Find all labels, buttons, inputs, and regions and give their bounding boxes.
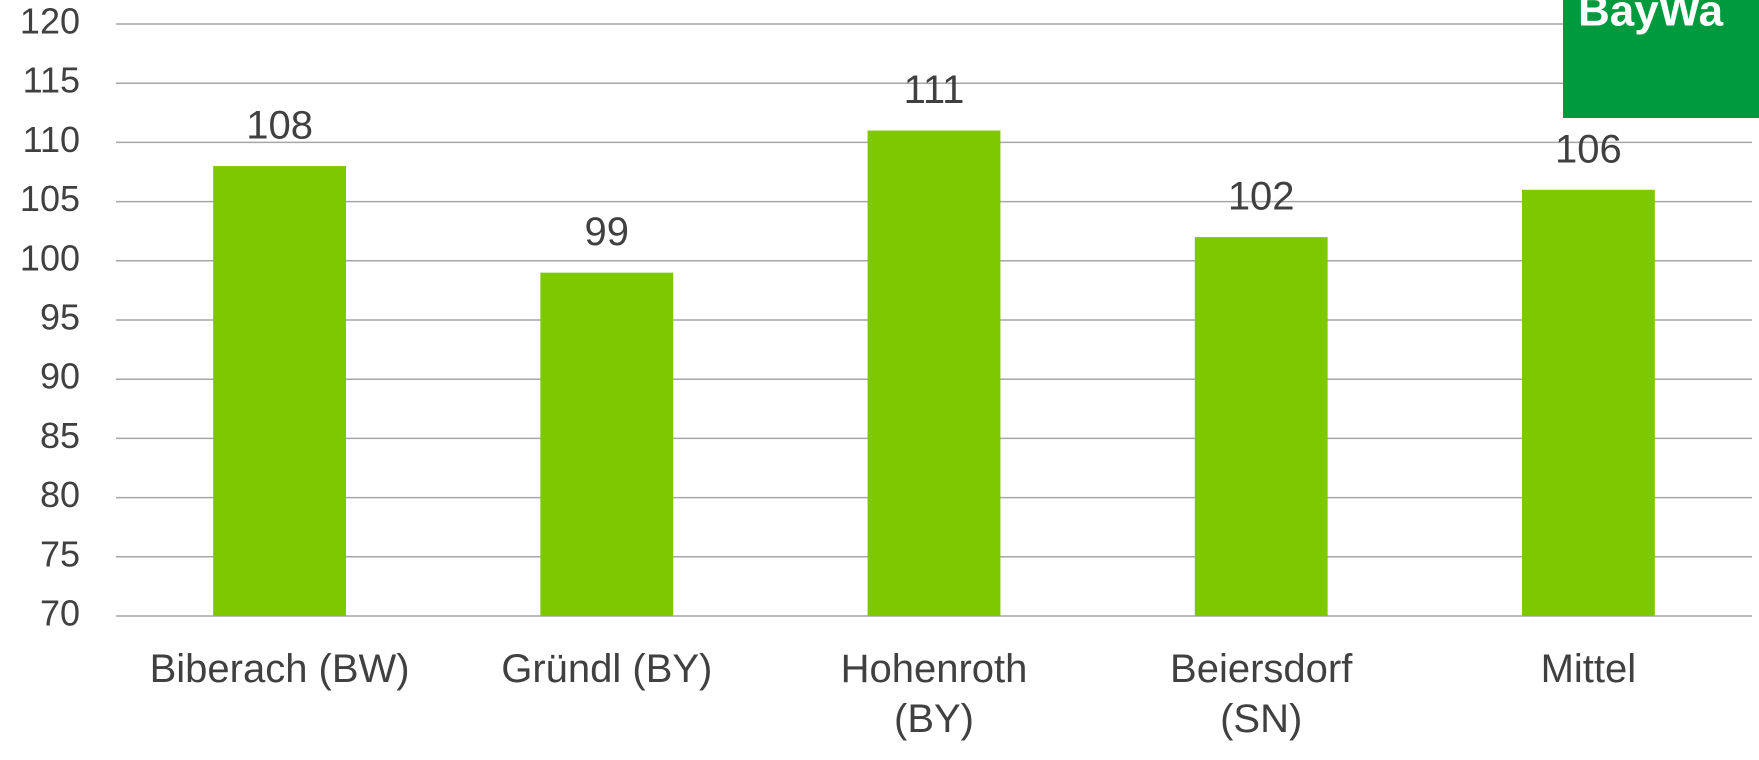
y-tick-label: 105: [20, 178, 80, 219]
y-tick-label: 115: [23, 60, 80, 101]
bar: [1521, 189, 1655, 616]
value-label: 111: [904, 68, 965, 112]
x-tick-label: Mittel: [1540, 647, 1637, 691]
y-tick-label: 85: [40, 415, 80, 456]
value-label: 108: [246, 104, 313, 148]
y-tick-label: 110: [23, 119, 80, 160]
value-label: 106: [1555, 127, 1622, 171]
logo-box: [1563, 0, 1759, 118]
y-tick-label: 75: [40, 533, 80, 574]
value-label: 99: [585, 210, 630, 254]
y-tick-label: 100: [20, 237, 80, 278]
x-tick-label: Biberach (BW): [149, 647, 410, 691]
bar: [867, 130, 1001, 616]
x-tick-label: Beiersdorf (SN): [1170, 647, 1353, 741]
x-tick-label: Gründl (BY): [501, 647, 713, 691]
bar: [213, 166, 347, 616]
bar: [1194, 237, 1328, 616]
logo-text: BayWa: [1578, 0, 1724, 36]
y-tick-label: 90: [40, 356, 80, 397]
y-tick-label: 95: [40, 297, 80, 338]
value-label: 102: [1228, 175, 1295, 219]
x-tick-label: Hohenroth (BY): [840, 647, 1028, 741]
y-tick-label: 80: [40, 474, 80, 515]
y-tick-label: 70: [40, 593, 80, 634]
y-tick-label: 120: [20, 1, 80, 42]
bar: [540, 272, 674, 616]
